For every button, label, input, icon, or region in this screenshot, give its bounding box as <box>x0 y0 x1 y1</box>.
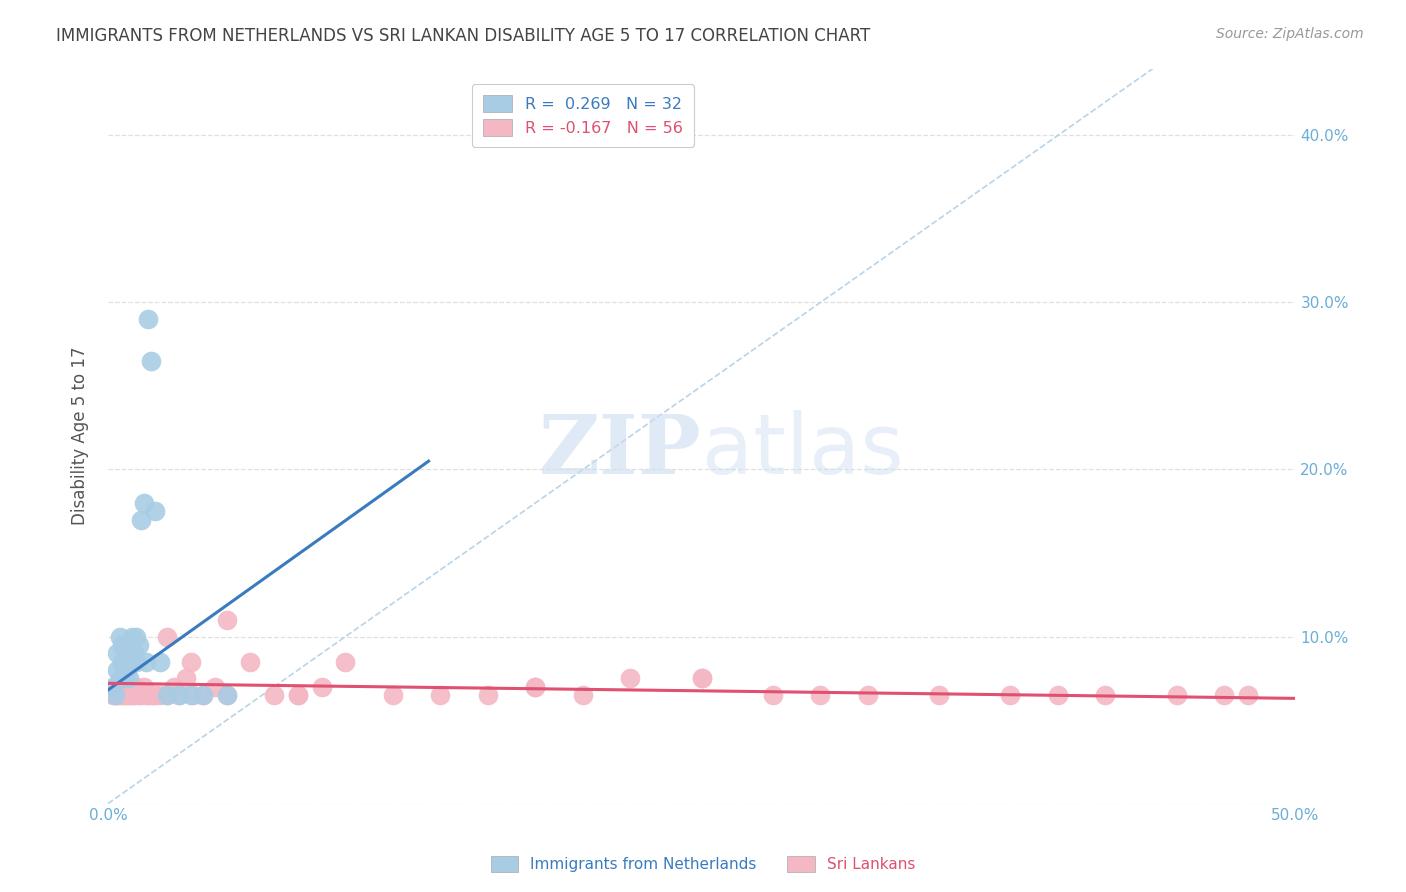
Point <box>145 504 167 518</box>
Point <box>1000 688 1022 702</box>
Text: ZIP: ZIP <box>538 411 702 491</box>
Text: Source: ZipAtlas.com: Source: ZipAtlas.com <box>1216 27 1364 41</box>
Point <box>118 688 141 702</box>
Point <box>215 613 238 627</box>
Point <box>107 663 129 677</box>
Y-axis label: Disability Age 5 to 17: Disability Age 5 to 17 <box>72 347 89 525</box>
Point <box>114 671 136 685</box>
Point <box>180 655 202 669</box>
Point <box>128 688 150 702</box>
Point <box>856 688 879 702</box>
Legend: R =  0.269   N = 32, R = -0.167   N = 56: R = 0.269 N = 32, R = -0.167 N = 56 <box>472 84 695 147</box>
Point <box>167 688 190 702</box>
Point <box>111 655 134 669</box>
Point <box>118 671 141 685</box>
Point <box>167 688 190 702</box>
Point <box>138 312 160 326</box>
Point <box>1237 688 1260 702</box>
Point <box>115 688 138 702</box>
Point <box>690 671 713 685</box>
Point <box>176 671 198 685</box>
Point <box>121 688 143 702</box>
Point <box>135 655 157 669</box>
Point <box>1046 688 1069 702</box>
Point <box>1094 688 1116 702</box>
Point <box>129 513 152 527</box>
Point <box>138 688 160 702</box>
Point <box>115 663 138 677</box>
Point <box>142 688 165 702</box>
Point <box>263 688 285 702</box>
Point <box>118 655 141 669</box>
Point <box>132 680 155 694</box>
Point <box>382 688 405 702</box>
Point <box>115 646 138 660</box>
Point <box>335 655 357 669</box>
Point <box>1213 688 1236 702</box>
Point <box>108 688 131 702</box>
Point <box>129 688 152 702</box>
Point <box>128 638 150 652</box>
Point <box>111 638 134 652</box>
Point <box>572 688 595 702</box>
Point <box>690 671 713 685</box>
Point <box>239 655 262 669</box>
Point <box>101 680 124 694</box>
Point <box>104 688 127 702</box>
Point <box>108 671 131 685</box>
Point <box>121 646 143 660</box>
Point <box>104 688 127 702</box>
Point <box>121 630 143 644</box>
Point <box>135 688 157 702</box>
Point <box>125 630 148 644</box>
Point <box>156 688 179 702</box>
Point <box>180 688 202 702</box>
Point <box>163 680 186 694</box>
Point <box>762 688 785 702</box>
Point <box>139 354 162 368</box>
Text: IMMIGRANTS FROM NETHERLANDS VS SRI LANKAN DISABILITY AGE 5 TO 17 CORRELATION CHA: IMMIGRANTS FROM NETHERLANDS VS SRI LANKA… <box>56 27 870 45</box>
Point <box>122 646 145 660</box>
Point <box>1166 688 1188 702</box>
Point <box>114 688 136 702</box>
Point <box>477 688 499 702</box>
Point <box>108 630 131 644</box>
Point <box>101 688 124 702</box>
Point <box>156 630 179 644</box>
Point <box>125 655 148 669</box>
Point <box>145 688 167 702</box>
Point <box>149 655 172 669</box>
Text: atlas: atlas <box>702 410 904 491</box>
Point <box>125 680 148 694</box>
Point <box>111 688 134 702</box>
Point <box>215 688 238 702</box>
Point <box>156 688 179 702</box>
Point <box>204 680 226 694</box>
Point <box>107 646 129 660</box>
Point <box>619 671 641 685</box>
Point <box>149 688 172 702</box>
Point <box>810 688 832 702</box>
Point <box>191 688 214 702</box>
Point <box>429 688 451 702</box>
Point <box>132 496 155 510</box>
Point <box>287 688 309 702</box>
Point <box>122 688 145 702</box>
Point <box>191 688 214 702</box>
Point <box>524 680 547 694</box>
Point <box>183 688 205 702</box>
Point <box>215 688 238 702</box>
Point <box>928 688 950 702</box>
Point <box>311 680 333 694</box>
Point <box>139 688 162 702</box>
Legend: Immigrants from Netherlands, Sri Lankans: Immigrants from Netherlands, Sri Lankans <box>484 848 922 880</box>
Point <box>287 688 309 702</box>
Point <box>107 688 129 702</box>
Point <box>114 655 136 669</box>
Point <box>524 680 547 694</box>
